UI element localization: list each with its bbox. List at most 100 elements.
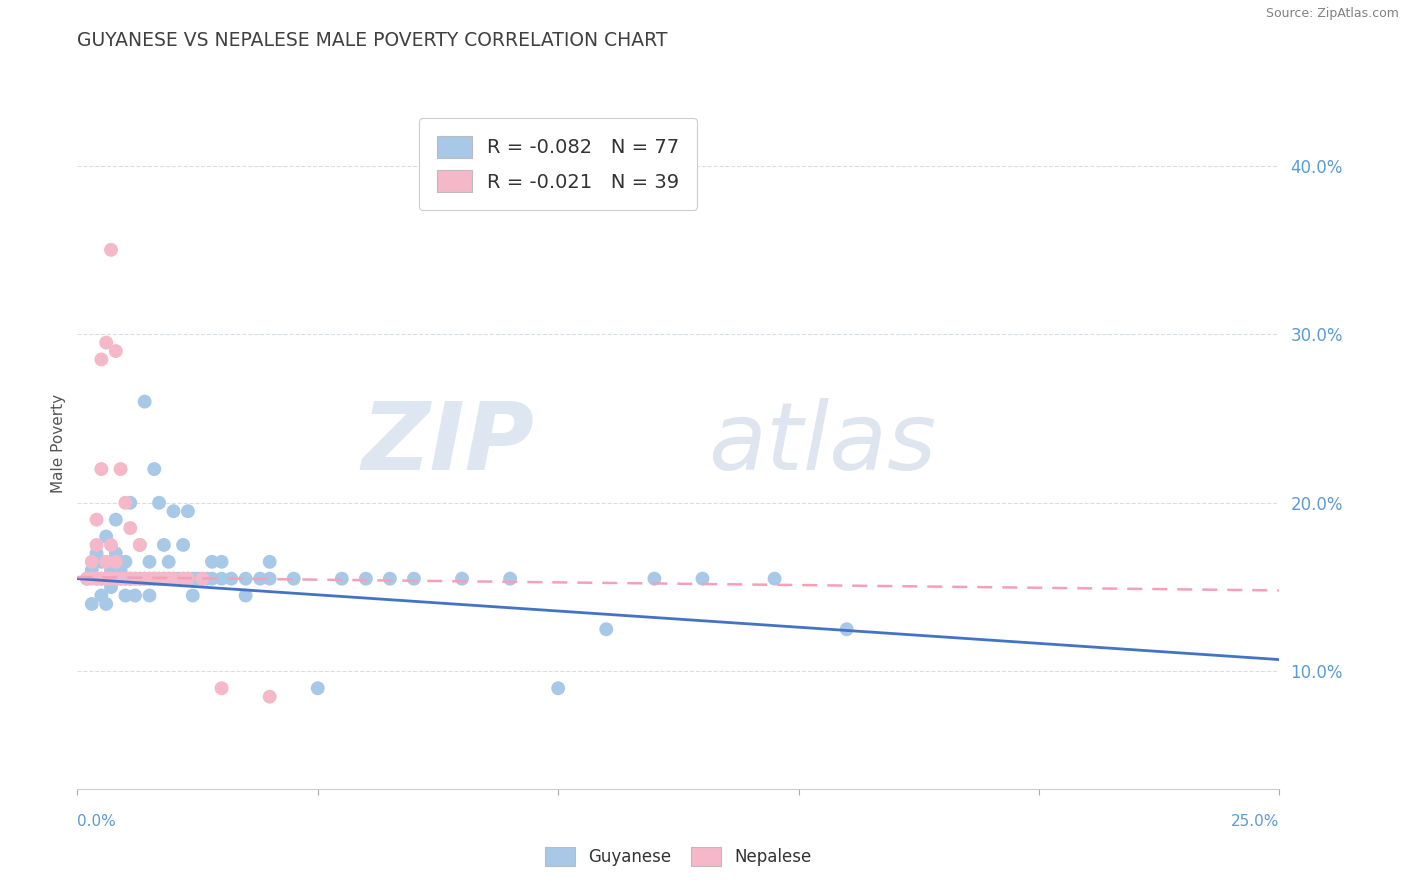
Point: [114, 496, 136, 510]
Point: [148, 572, 170, 586]
Point: [90, 572, 112, 586]
Point: [104, 572, 127, 586]
Point: [104, 546, 127, 560]
Point: [90, 555, 112, 569]
Text: 0.0%: 0.0%: [77, 814, 117, 829]
Point: [96, 555, 118, 569]
Point: [80, 597, 103, 611]
Point: [110, 462, 132, 476]
Point: [167, 572, 190, 586]
Point: [172, 538, 194, 552]
Point: [235, 572, 257, 586]
Point: [90, 462, 112, 476]
Point: [249, 572, 271, 586]
Point: [104, 513, 127, 527]
Point: [114, 589, 136, 603]
Point: [157, 572, 180, 586]
Point: [211, 555, 233, 569]
Point: [177, 504, 200, 518]
Point: [86, 572, 108, 586]
Point: [100, 572, 122, 586]
Point: [128, 572, 150, 586]
Point: [80, 555, 103, 569]
Point: [138, 572, 160, 586]
Point: [96, 572, 118, 586]
Point: [104, 555, 127, 569]
Point: [90, 572, 112, 586]
Point: [143, 572, 166, 586]
Text: ZIP: ZIP: [361, 398, 534, 490]
Point: [595, 622, 617, 636]
Point: [120, 572, 142, 586]
Point: [330, 572, 353, 586]
Point: [259, 555, 281, 569]
Point: [100, 563, 122, 577]
Point: [100, 243, 122, 257]
Point: [157, 555, 180, 569]
Point: [259, 572, 281, 586]
Point: [307, 681, 329, 696]
Point: [138, 572, 160, 586]
Point: [143, 572, 166, 586]
Point: [177, 572, 200, 586]
Point: [191, 572, 214, 586]
Point: [134, 572, 156, 586]
Point: [547, 681, 569, 696]
Point: [128, 538, 150, 552]
Point: [86, 538, 108, 552]
Point: [195, 572, 218, 586]
Point: [283, 572, 305, 586]
Point: [177, 572, 200, 586]
Point: [80, 563, 103, 577]
Point: [90, 589, 112, 603]
Point: [219, 572, 242, 586]
Point: [153, 538, 176, 552]
Point: [120, 496, 142, 510]
Point: [402, 572, 425, 586]
Point: [643, 572, 665, 586]
Point: [86, 513, 108, 527]
Point: [76, 572, 98, 586]
Point: [134, 572, 156, 586]
Point: [100, 580, 122, 594]
Point: [378, 572, 401, 586]
Point: [211, 681, 233, 696]
Point: [172, 572, 194, 586]
Point: [162, 572, 184, 586]
Text: GUYANESE VS NEPALESE MALE POVERTY CORRELATION CHART: GUYANESE VS NEPALESE MALE POVERTY CORREL…: [77, 31, 668, 50]
Point: [201, 572, 224, 586]
Text: Source: ZipAtlas.com: Source: ZipAtlas.com: [1265, 7, 1399, 21]
Point: [76, 572, 98, 586]
Point: [259, 690, 281, 704]
Point: [172, 572, 194, 586]
Point: [110, 563, 132, 577]
Point: [191, 572, 214, 586]
Point: [120, 521, 142, 535]
Point: [153, 572, 176, 586]
Point: [114, 572, 136, 586]
Point: [138, 589, 160, 603]
Point: [235, 589, 257, 603]
Point: [114, 555, 136, 569]
Point: [162, 572, 184, 586]
Point: [80, 572, 103, 586]
Point: [104, 344, 127, 359]
Point: [96, 572, 118, 586]
Point: [110, 572, 132, 586]
Point: [153, 572, 176, 586]
Point: [354, 572, 377, 586]
Point: [96, 597, 118, 611]
Point: [134, 394, 156, 409]
Point: [124, 572, 146, 586]
Point: [120, 572, 142, 586]
Point: [124, 589, 146, 603]
Point: [90, 352, 112, 367]
Point: [181, 572, 204, 586]
Point: [110, 572, 132, 586]
Point: [451, 572, 474, 586]
Point: [100, 538, 122, 552]
Point: [114, 572, 136, 586]
Point: [835, 622, 858, 636]
Point: [157, 572, 180, 586]
Point: [104, 572, 127, 586]
